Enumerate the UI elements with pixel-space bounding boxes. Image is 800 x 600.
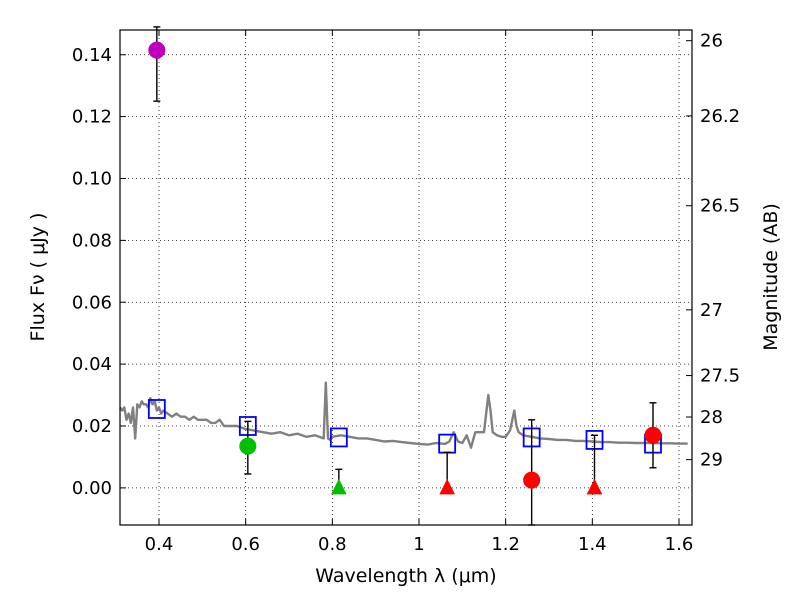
y-tick-label: 0.10 — [72, 169, 112, 190]
y2-tick-label: 27.5 — [700, 366, 740, 387]
y2-tick-label: 28 — [700, 407, 723, 428]
plot-frame — [119, 29, 693, 526]
y2-tick-label: 26 — [700, 31, 723, 52]
x-tick-label: 1.2 — [491, 534, 520, 555]
y-tick-label: 0.14 — [72, 45, 112, 66]
observed-point — [523, 471, 541, 489]
y-axis-right: 26 26.2 26.5 27 27.5 28 29 — [686, 31, 740, 471]
y2-tick-label: 29 — [700, 450, 723, 471]
upper-limit-triangle — [331, 478, 347, 495]
upper-limit-triangle — [586, 478, 603, 495]
y-tick-label: 0.04 — [72, 354, 112, 375]
y-axis-label: Flux Fν ( μJy ) — [27, 213, 49, 342]
y-axis-left: 0.00 0.02 0.04 0.06 0.08 0.10 0.12 0.14 — [72, 45, 126, 499]
y-tick-label: 0.08 — [72, 230, 112, 251]
x-axis-label: Wavelength λ (μm) — [315, 565, 496, 587]
y2-axis-label: Magnitude (AB) — [760, 203, 782, 351]
model-band-square — [329, 427, 348, 448]
y-tick-label: 0.12 — [72, 107, 112, 128]
x-tick-label: 1.4 — [578, 534, 607, 555]
observed-point — [644, 426, 662, 444]
y-tick-label: 0.02 — [72, 416, 112, 437]
x-tick-label: 0.6 — [231, 534, 260, 555]
plot-area — [119, 26, 688, 526]
y2-tick-label: 26.5 — [700, 196, 740, 217]
x-tick-label: 0.4 — [145, 534, 174, 555]
x-tick-label: 0.8 — [318, 534, 347, 555]
x-tick-label: 1 — [413, 534, 424, 555]
x-axis: 0.4 0.6 0.8 1 1.2 1.4 1.6 — [145, 30, 694, 555]
y-tick-label: 0.06 — [72, 292, 112, 313]
y2-tick-label: 26.2 — [700, 106, 740, 127]
model-band-square — [147, 399, 166, 419]
y2-tick-label: 27 — [700, 300, 723, 321]
upper-limit-triangle — [439, 478, 455, 495]
y-tick-label: 0.00 — [72, 478, 112, 499]
observed-point — [239, 437, 257, 455]
x-tick-label: 1.6 — [665, 534, 694, 555]
observed-point — [148, 41, 166, 59]
